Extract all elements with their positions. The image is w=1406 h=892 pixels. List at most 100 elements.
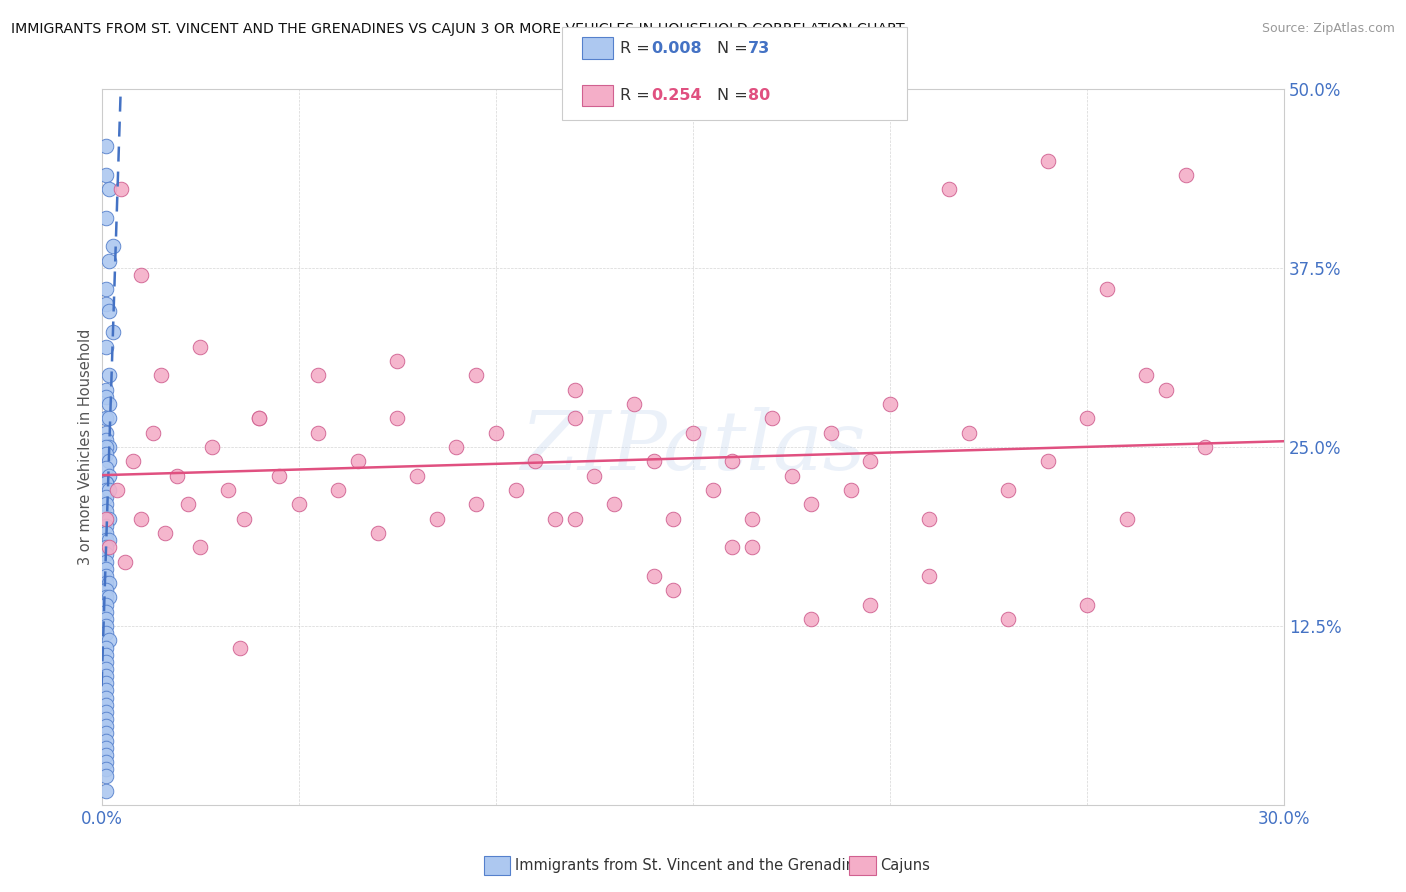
Point [94, 626, 117, 640]
Point [721, 541, 744, 555]
Point [94, 726, 117, 740]
Point [505, 483, 527, 497]
Point [761, 411, 783, 425]
Point [94, 525, 117, 540]
Point [1174, 168, 1197, 182]
Point [287, 497, 309, 511]
Point [879, 397, 901, 411]
Point [94, 619, 117, 633]
Point [1115, 511, 1137, 525]
Text: Immigrants from St. Vincent and the Grenadines: Immigrants from St. Vincent and the Gren… [515, 858, 872, 873]
Point [94, 548, 117, 562]
Point [94, 511, 117, 525]
Point [997, 612, 1019, 626]
Point [446, 440, 468, 454]
Point [94, 475, 117, 490]
Text: 0.008: 0.008 [651, 41, 702, 55]
Point [105, 483, 128, 497]
Point [94, 605, 117, 619]
Point [367, 525, 389, 540]
Point [94, 669, 117, 683]
Point [328, 483, 350, 497]
Point [1036, 454, 1059, 468]
Point [780, 468, 803, 483]
Point [201, 440, 224, 454]
Point [94, 769, 117, 783]
Point [166, 468, 188, 483]
Point [1095, 282, 1118, 296]
Point [94, 541, 117, 555]
Point [1036, 153, 1059, 168]
Point [94, 719, 117, 733]
Point [307, 425, 329, 440]
Point [485, 425, 508, 440]
Point [426, 511, 449, 525]
Point [94, 569, 117, 583]
Point [94, 168, 117, 182]
Point [247, 411, 270, 425]
Point [94, 518, 117, 533]
Point [149, 368, 172, 383]
Point [94, 475, 117, 490]
Point [94, 383, 117, 397]
Point [177, 497, 200, 511]
Point [94, 483, 117, 497]
Point [94, 490, 117, 504]
Point [94, 139, 117, 153]
Point [938, 182, 960, 196]
Text: R =: R = [620, 88, 655, 103]
Text: R =: R = [620, 41, 655, 55]
Point [94, 576, 117, 591]
Y-axis label: 3 or more Vehicles in Household: 3 or more Vehicles in Household [79, 329, 93, 566]
Text: 73: 73 [748, 41, 770, 55]
Point [800, 612, 823, 626]
Point [98, 591, 121, 605]
Point [465, 368, 488, 383]
Point [94, 583, 117, 598]
Point [564, 383, 586, 397]
Point [1076, 598, 1098, 612]
Text: IMMIGRANTS FROM ST. VINCENT AND THE GRENADINES VS CAJUN 3 OR MORE VEHICLES IN HO: IMMIGRANTS FROM ST. VINCENT AND THE GREN… [11, 22, 905, 37]
Text: N =: N = [717, 88, 754, 103]
Point [142, 425, 165, 440]
Point [1076, 411, 1098, 425]
Point [741, 541, 763, 555]
Text: 80: 80 [748, 88, 770, 103]
Point [94, 461, 117, 475]
Point [1194, 440, 1216, 454]
Point [98, 468, 121, 483]
Point [94, 297, 117, 311]
Point [387, 411, 409, 425]
Point [544, 511, 567, 525]
Point [98, 397, 121, 411]
Point [564, 411, 586, 425]
Point [94, 555, 117, 569]
Point [94, 733, 117, 747]
Text: N =: N = [717, 41, 754, 55]
Text: Source: ZipAtlas.com: Source: ZipAtlas.com [1261, 22, 1395, 36]
Point [524, 454, 547, 468]
Point [94, 655, 117, 669]
Point [387, 354, 409, 368]
Point [94, 648, 117, 662]
Point [662, 511, 685, 525]
Point [94, 676, 117, 690]
Point [98, 541, 121, 555]
Point [859, 598, 882, 612]
Point [153, 525, 176, 540]
Point [94, 447, 117, 461]
Point [188, 340, 211, 354]
Point [94, 747, 117, 762]
Point [94, 282, 117, 296]
Point [94, 783, 117, 797]
Point [94, 683, 117, 698]
Point [129, 268, 152, 282]
Point [997, 483, 1019, 497]
Point [1135, 368, 1157, 383]
Point [98, 440, 121, 454]
Point [94, 712, 117, 726]
Point [94, 612, 117, 626]
Point [94, 390, 117, 404]
Point [94, 740, 117, 755]
Point [820, 425, 842, 440]
